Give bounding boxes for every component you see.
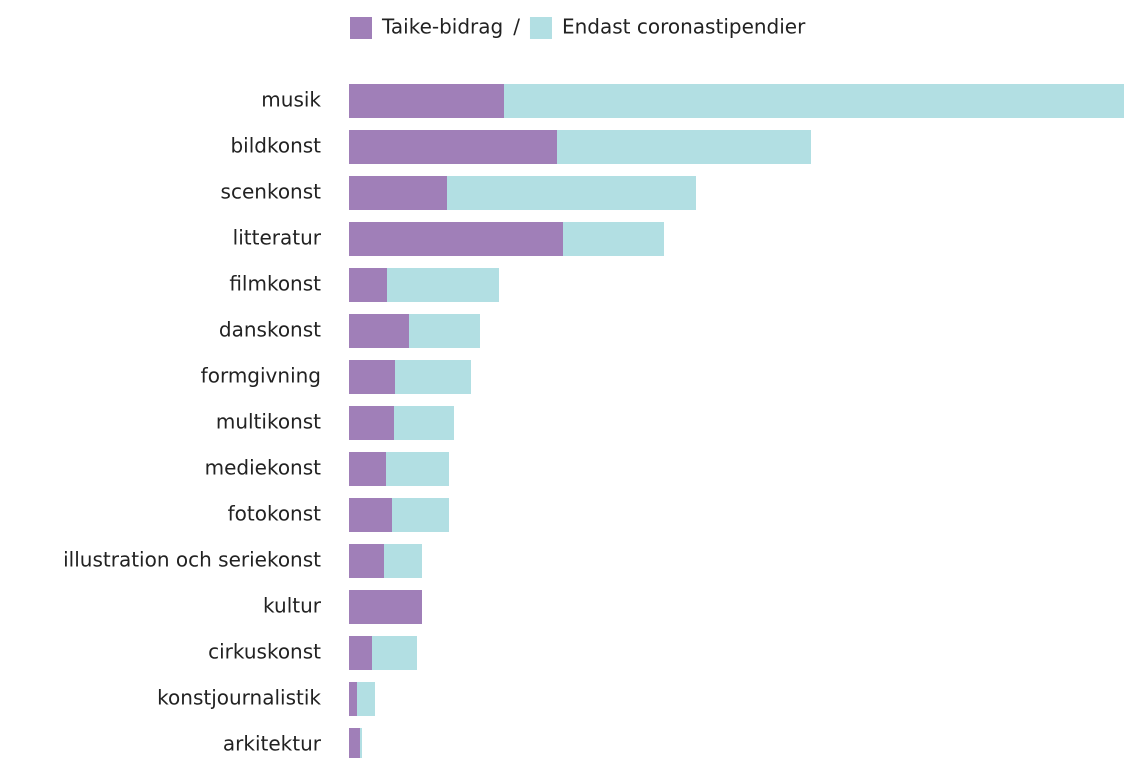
bar-segment <box>557 130 811 164</box>
bar-segment <box>349 130 557 164</box>
y-tick-label: musik <box>261 88 321 112</box>
legend-swatch <box>529 17 552 39</box>
bar-segment <box>349 636 372 670</box>
bar-segment <box>395 360 471 394</box>
bar-segment <box>387 268 499 302</box>
bar-segment <box>349 728 360 758</box>
bar-segment <box>394 406 454 440</box>
bar-segment <box>409 314 480 348</box>
legend-label: Endast coronastipendier <box>562 15 806 39</box>
bar-segment <box>386 452 449 486</box>
bar-segment <box>360 728 362 758</box>
y-tick-label: litteratur <box>233 226 322 250</box>
bar-segment <box>357 682 375 716</box>
bar-segment <box>563 222 664 256</box>
y-tick-label: fotokonst <box>228 502 322 526</box>
y-tick-label: konstjournalistik <box>157 686 321 710</box>
bar-segment <box>447 176 696 210</box>
y-tick-label: multikonst <box>216 410 321 434</box>
bar-segment <box>349 452 386 486</box>
y-tick-label: scenkonst <box>221 180 322 204</box>
bar-segment <box>349 222 563 256</box>
bar-segment <box>392 498 449 532</box>
legend-separator: / <box>513 15 520 39</box>
bar-segment <box>349 84 504 118</box>
bar-segment <box>349 544 384 578</box>
y-tick-label: arkitektur <box>223 732 322 756</box>
bar-segment <box>349 360 395 394</box>
y-tick-label: filmkonst <box>229 272 321 296</box>
y-tick-label: bildkonst <box>230 134 321 158</box>
bar-segment <box>504 84 1124 118</box>
legend-label: Taike-bidrag <box>381 15 503 39</box>
bar-segment <box>349 590 422 624</box>
y-tick-label: mediekonst <box>205 456 322 480</box>
bar-segment <box>372 636 417 670</box>
bar-segment <box>349 176 447 210</box>
bar-segment <box>384 544 422 578</box>
y-tick-label: danskonst <box>219 318 321 342</box>
bar-segment <box>349 268 387 302</box>
legend-swatch <box>350 17 372 39</box>
y-tick-label: kultur <box>263 594 322 618</box>
y-tick-label: illustration och seriekonst <box>63 548 321 572</box>
y-tick-label: cirkuskonst <box>208 640 321 664</box>
bar-segment <box>349 314 409 348</box>
bar-segment <box>349 682 357 716</box>
bar-segment <box>349 498 392 532</box>
bar-segment <box>349 406 394 440</box>
y-tick-label: formgivning <box>201 364 321 388</box>
